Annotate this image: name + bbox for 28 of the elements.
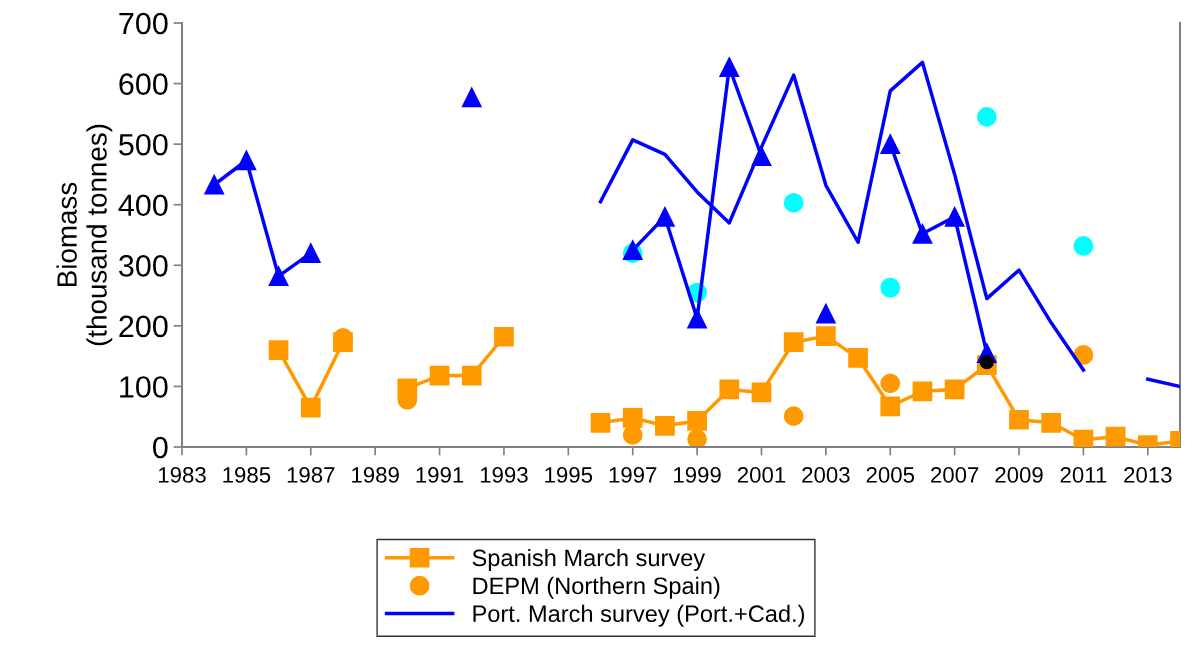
x-tick-label: 1989 [352,467,399,483]
x-tick-label: 2001 [737,467,786,483]
legend-label: Port. March survey (Port.+Cad.) [473,604,805,627]
y-tick-label: 200 [119,315,168,338]
x-tick-label: 2007 [931,467,979,483]
x-tick-label: 2005 [866,467,915,483]
y-tick-label: 700 [119,12,168,35]
legend-label: DEPM (Northern Spain) [473,576,720,599]
y-tick-label: 100 [120,376,168,398]
y-axis-title: Biomass (thousand tonnes) [56,124,113,346]
x-tick-label: 2013 [1124,467,1172,483]
y-tick-label: 300 [119,255,168,277]
x-tick-label: 1999 [674,467,721,483]
x-tick-label: 2011 [1060,467,1107,483]
y-tick-label: 600 [119,73,168,95]
x-tick-label: 1985 [223,467,271,483]
x-tick-label: 1983 [158,467,206,483]
x-tick-label: 1993 [480,467,528,483]
y-tick-label: 500 [119,133,168,156]
x-tick-label: 1995 [545,467,593,483]
x-tick-label: 1997 [609,467,657,483]
y-tick-label: 0 [153,436,168,459]
x-tick-label: 2009 [995,467,1043,483]
x-tick-label: 1991 [416,467,464,483]
x-tick-label: 2003 [802,467,850,483]
legend-label: Spanish March survey [472,548,706,571]
x-tick-label: 1987 [287,467,335,483]
y-tick-label: 400 [118,194,168,217]
